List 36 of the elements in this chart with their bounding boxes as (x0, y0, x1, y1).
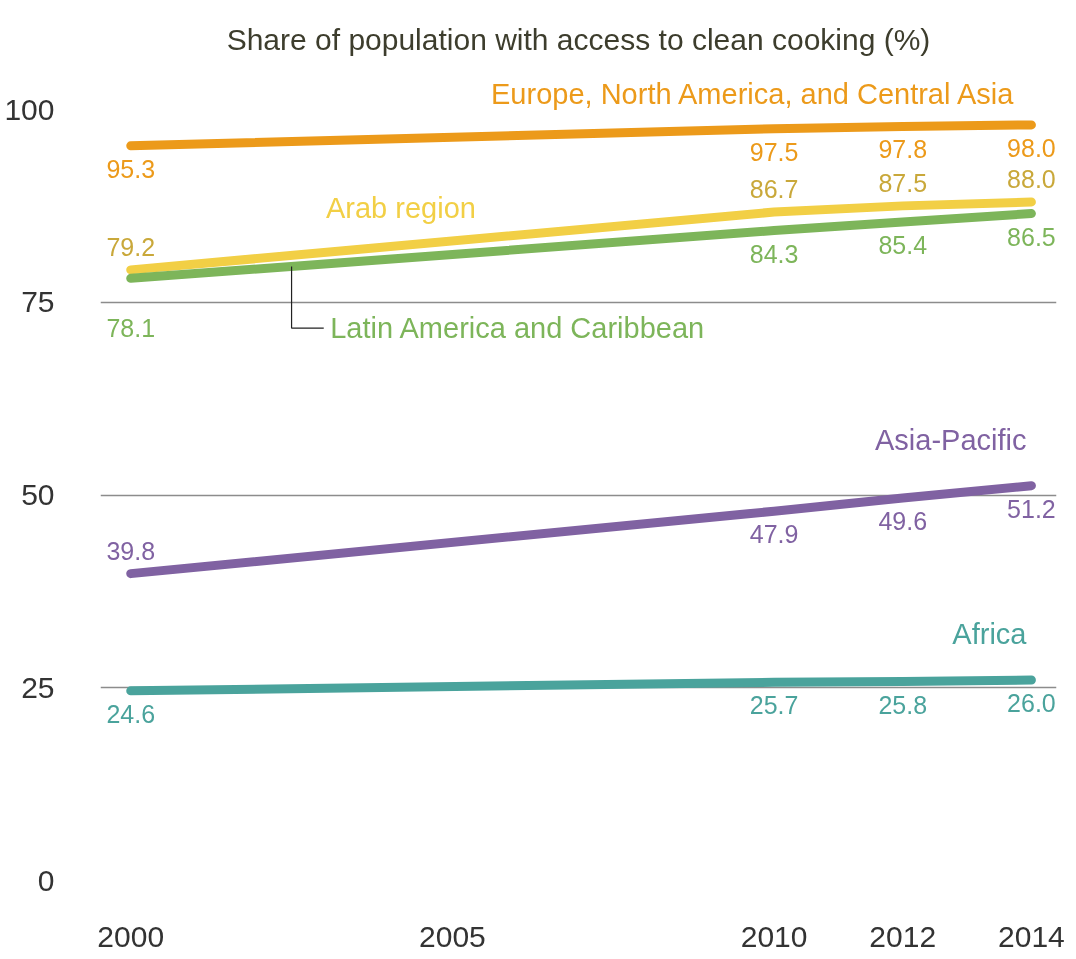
data-label: 26.0 (1007, 689, 1056, 718)
x-tick-label: 2000 (97, 919, 165, 953)
data-label: 98.0 (1007, 133, 1056, 162)
y-tick-label: 50 (21, 478, 55, 511)
data-label: 24.6 (106, 699, 156, 728)
series-label: Asia-Pacific (875, 423, 1027, 456)
series-label: Europe, North America, and Central Asia (491, 77, 1015, 110)
y-tick-label: 0 (37, 863, 55, 897)
data-label: 84.3 (749, 239, 799, 268)
series-label: Arab region (325, 191, 476, 224)
data-label: 87.5 (878, 168, 928, 197)
y-tick-label: 75 (21, 285, 55, 319)
data-label: 86.7 (749, 175, 799, 204)
data-label: 51.2 (1007, 494, 1056, 523)
data-label: 79.2 (106, 232, 156, 261)
series-label: Latin America and Caribbean (330, 312, 705, 345)
data-label: 39.8 (106, 536, 156, 565)
data-label: 86.5 (1007, 222, 1056, 251)
series-label: Africa (952, 618, 1028, 651)
data-label: 78.1 (106, 313, 156, 342)
data-label: 97.5 (749, 137, 799, 166)
data-label: 85.4 (878, 231, 928, 260)
x-tick-label: 2012 (869, 919, 937, 953)
data-label: 47.9 (749, 520, 799, 549)
data-label: 88.0 (1007, 165, 1056, 194)
x-tick-label: 2010 (740, 919, 808, 953)
data-label: 97.8 (878, 135, 928, 164)
y-tick-label: 100 (4, 92, 55, 126)
x-tick-label: 2005 (419, 919, 486, 953)
x-tick-label: 2014 (998, 919, 1065, 953)
data-label: 25.7 (749, 691, 799, 720)
data-label: 49.6 (878, 507, 928, 536)
chart-title: Share of population with access to clean cooking (%) (226, 22, 931, 56)
data-label: 95.3 (106, 154, 156, 183)
y-tick-label: 25 (21, 670, 55, 704)
data-label: 25.8 (878, 690, 928, 719)
